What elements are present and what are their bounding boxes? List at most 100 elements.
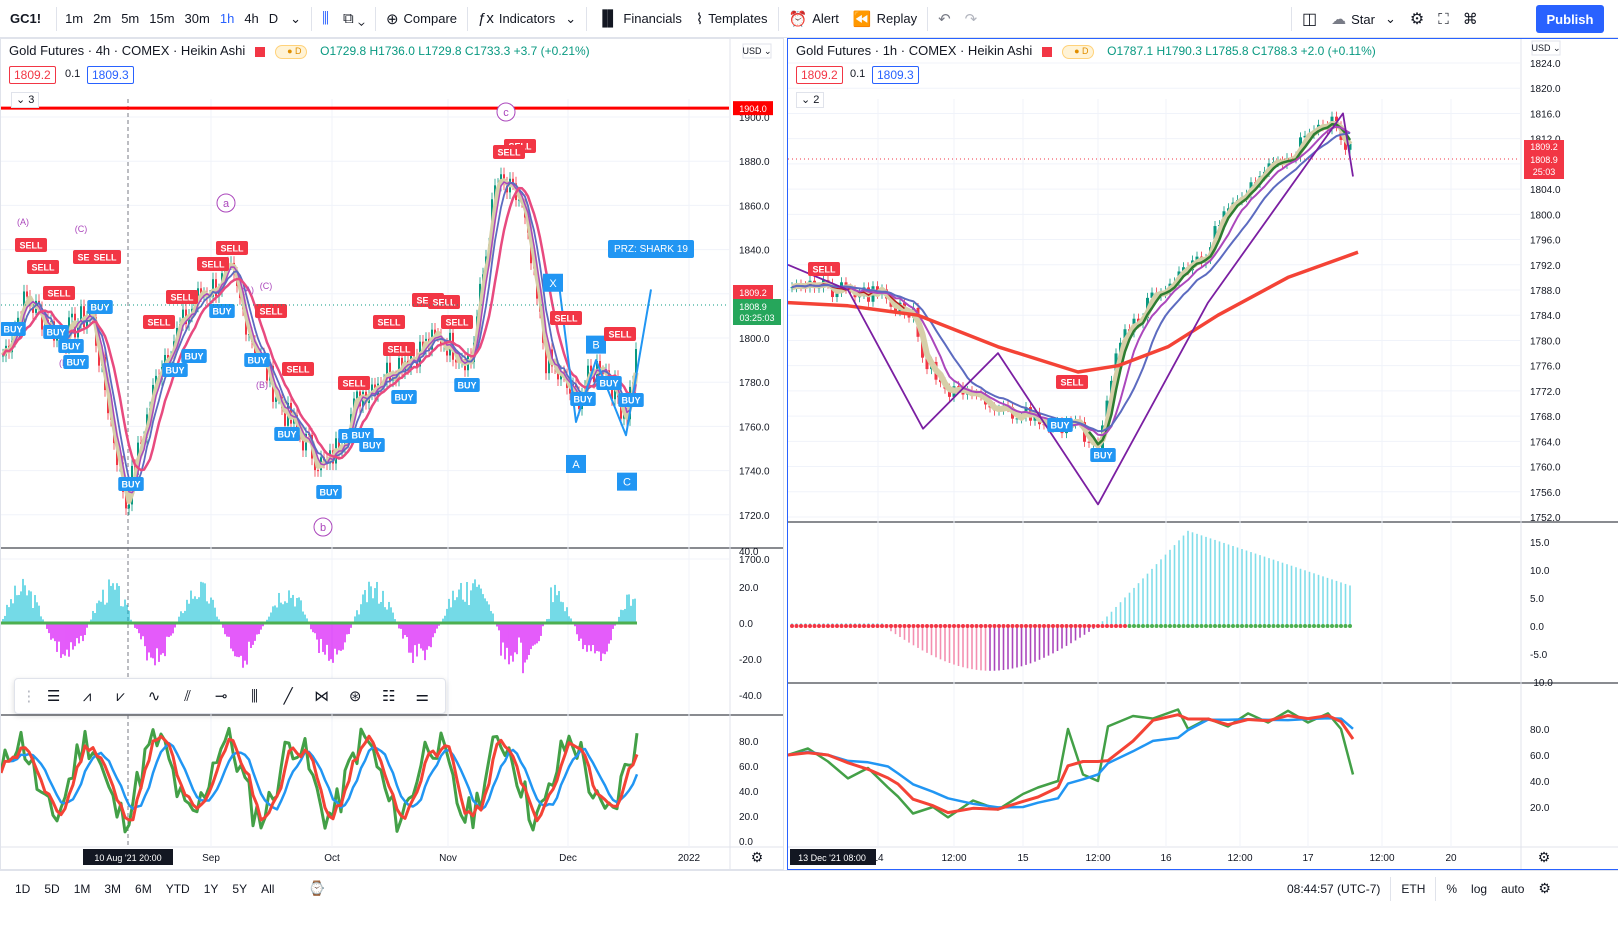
candle-body (125, 491, 127, 509)
pattern-point-c: C (623, 477, 631, 489)
flag-icon[interactable] (254, 46, 265, 57)
interval-30m[interactable]: 30m (184, 11, 210, 26)
range-1m[interactable]: 1M (73, 881, 91, 896)
layout-icon[interactable]: ◫ (1302, 11, 1318, 28)
lines-tool-icon[interactable]: ☰ (46, 688, 61, 705)
trend-path-icon[interactable]: ∿ (147, 688, 161, 705)
range-1y[interactable]: 1Y (203, 881, 219, 896)
interval-1h[interactable]: 1h (219, 11, 235, 26)
stochastic-slow-line (1, 741, 639, 811)
zero-dot (929, 624, 934, 628)
fib-channel-icon[interactable]: ⫽ (184, 687, 191, 705)
interval-5m[interactable]: 5m (121, 11, 140, 26)
zero-dot (1051, 624, 1055, 628)
currency-label: USD ⌄ (1531, 43, 1560, 53)
settings-gear-icon[interactable]: ⚙ (1409, 11, 1425, 28)
ranges-icon[interactable]: ☷ (381, 688, 396, 705)
market-status-icon[interactable]: ● D (1061, 44, 1094, 59)
range-5d[interactable]: 5D (44, 881, 60, 896)
undo-icon[interactable]: ↶ (938, 10, 951, 28)
zero-dot (1303, 624, 1307, 628)
range-all[interactable]: All (261, 881, 275, 896)
range-ytd[interactable]: YTD (165, 881, 190, 896)
session-button[interactable]: ETH (1401, 881, 1426, 896)
zero-dot (1177, 624, 1181, 628)
indicators-button[interactable]: ƒx Indicators ⌄ (471, 0, 583, 38)
clock-time[interactable]: 08:44:57 (UTC-7) (1287, 881, 1381, 896)
ask-price-button[interactable]: 1809.3 (87, 66, 134, 84)
zero-dot (889, 624, 893, 628)
redo-icon[interactable]: ↷ (964, 10, 978, 28)
templates-button[interactable]: ⌇ Templates (689, 0, 775, 38)
spiral-icon[interactable]: ⊛ (348, 688, 362, 705)
symbol-search-button[interactable]: GC1! (10, 11, 42, 26)
ask-price-button[interactable]: 1809.3 (872, 66, 919, 84)
replay-button[interactable]: ⏪ Replay (846, 0, 924, 38)
zero-dot (808, 624, 812, 628)
bid-price-button[interactable]: 1809.2 (796, 66, 843, 84)
last-close-bg (733, 299, 781, 325)
candle-body (80, 306, 82, 325)
zero-dot (826, 624, 830, 628)
interval-dropdown-icon[interactable]: ⌄ (290, 10, 302, 26)
left-chart-canvas[interactable]: 1900.01880.01860.01840.01820.01800.01780… (1, 39, 784, 870)
zero-dot (1109, 624, 1114, 628)
zero-dot (1226, 624, 1231, 628)
elliott-wave-icon[interactable]: ⩗ (116, 687, 125, 705)
camera-icon[interactable]: ⌘ (1462, 11, 1478, 28)
candle-body (611, 383, 613, 400)
drag-handle-icon[interactable]: ⋮ (21, 688, 37, 705)
zero-dot (1132, 624, 1136, 628)
bar-style-icon[interactable]: ⫼ (322, 10, 329, 27)
goto-date-icon[interactable]: ⌚ (308, 880, 326, 896)
last-close-label: 1808.9 (739, 302, 767, 312)
interval-2m[interactable]: 2m (93, 11, 112, 26)
xabcd-pattern-icon[interactable]: ⋈ (314, 688, 330, 705)
horizontal-ray-icon[interactable]: ⊸ (214, 688, 228, 705)
range-5y[interactable]: 5Y (232, 881, 248, 896)
auto-scale-button[interactable]: auto (1501, 881, 1525, 896)
range-1d[interactable]: 1D (15, 881, 31, 896)
bid-price-button[interactable]: 1809.2 (9, 66, 56, 84)
range-3m[interactable]: 3M (104, 881, 122, 896)
abc-pattern-icon[interactable]: ⩘ (82, 687, 92, 705)
zero-dot (1289, 624, 1294, 628)
interval-D[interactable]: D (268, 11, 279, 26)
candle-style-icon[interactable]: ⧉ ⌄ (342, 10, 365, 27)
currency-selector[interactable] (742, 43, 772, 59)
interval-4h[interactable]: 4h (244, 11, 259, 26)
fullscreen-icon[interactable]: ⛶ (1438, 10, 1449, 28)
buy-signal: BUY (247, 356, 266, 366)
percent-scale-button[interactable]: % (1446, 881, 1458, 896)
flag-icon[interactable] (1041, 46, 1052, 57)
candle-body (2, 355, 4, 357)
layout-button[interactable]: ☁ Star ⌄ (1324, 0, 1403, 38)
right-chart-title[interactable]: Gold Futures · 1h · COMEX · Heikin Ashi (796, 43, 1033, 58)
alert-button[interactable]: ⏰ Alert (782, 0, 846, 38)
financials-button[interactable]: ▐▌ Financials (590, 0, 689, 38)
settings-gear-icon[interactable]: ⚙ (1538, 880, 1551, 896)
publish-button[interactable]: Publish (1536, 5, 1604, 33)
trend-line-icon[interactable]: ╱ (283, 688, 293, 705)
buy-signal-bg (359, 438, 385, 452)
left-chart-title[interactable]: Gold Futures · 4h · COMEX · Heikin Ashi (9, 43, 246, 58)
left-chart-pane[interactable]: Gold Futures · 4h · COMEX · Heikin Ashi … (0, 38, 784, 870)
zero-dot (1082, 624, 1087, 628)
right-chart-canvas[interactable]: 1824.01820.01816.01812.01808.01804.01800… (788, 39, 1618, 870)
prz-label-bg[interactable] (608, 240, 694, 258)
interval-1m[interactable]: 1m (65, 11, 84, 26)
currency-selector[interactable] (1531, 40, 1561, 56)
compare-button[interactable]: ⊕ Compare (379, 0, 464, 38)
envelope-band (791, 121, 1353, 449)
zero-dot (1325, 624, 1330, 628)
zero-dot (1343, 624, 1348, 628)
right-chart-pane[interactable]: Gold Futures · 1h · COMEX · Heikin Ashi … (787, 38, 1618, 870)
interval-15m[interactable]: 15m (149, 11, 175, 26)
settings-sliders-icon[interactable]: ⚌ (415, 688, 429, 705)
range-6m[interactable]: 6M (135, 881, 152, 896)
ticker-bars-icon[interactable]: ⫼ (251, 687, 259, 705)
market-status-icon[interactable]: ● D (274, 44, 307, 59)
indicators-collapse-button[interactable]: ⌄ 2 (796, 92, 825, 108)
log-scale-button[interactable]: log (1471, 881, 1488, 896)
indicators-collapse-button[interactable]: ⌄ 3 (11, 92, 40, 108)
